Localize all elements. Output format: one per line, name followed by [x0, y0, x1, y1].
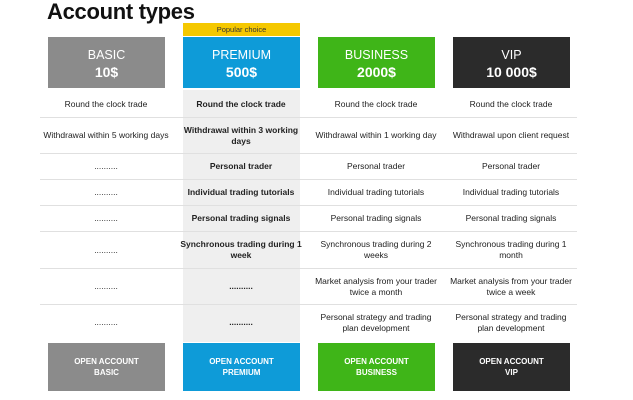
button-label: PREMIUM: [222, 368, 261, 377]
popular-choice-badge: Popular choice: [183, 23, 300, 36]
button-label: VIP: [505, 368, 518, 377]
feature-cell: ..........: [94, 161, 118, 171]
feature-cell: ..........: [94, 281, 118, 291]
plan-price: 2000$: [357, 64, 396, 80]
feature-cell: ..........: [94, 317, 118, 327]
feature-cell: Market analysis from your trader twice a…: [315, 275, 437, 297]
plan-header-vip: VIP 10 000$: [453, 37, 570, 88]
plan-header-business: BUSINESS 2000$: [318, 37, 435, 88]
open-account-business-button[interactable]: OPEN ACCOUNT BUSINESS: [318, 343, 435, 391]
plan-price: 10 000$: [486, 64, 537, 80]
row-divider: [40, 231, 577, 232]
plan-name: VIP: [501, 48, 522, 62]
open-account-vip-button[interactable]: OPEN ACCOUNT VIP: [453, 343, 570, 391]
plan-name: BASIC: [87, 48, 126, 62]
feature-cell: Withdrawal upon client request: [452, 130, 570, 140]
button-label: OPEN ACCOUNT: [74, 357, 139, 366]
plan-name: PREMIUM: [211, 48, 272, 62]
plan-header-premium: PREMIUM 500$: [183, 37, 300, 88]
open-account-basic-button[interactable]: OPEN ACCOUNT BASIC: [48, 343, 165, 391]
feature-cell: Personal trading signals: [465, 213, 557, 223]
feature-cell: Synchronous trading during 1 week: [180, 239, 302, 260]
row-divider: [40, 304, 577, 305]
row-divider: [40, 179, 577, 180]
feature-cell: Personal strategy and trading plan devel…: [320, 311, 432, 333]
feature-cell: Personal trader: [481, 161, 541, 171]
feature-cell: Synchronous trading during 2 weeks: [320, 239, 432, 260]
feature-cell: Withdrawal within 1 working day: [315, 130, 437, 140]
button-label: OPEN ACCOUNT: [479, 357, 544, 366]
plan-name: BUSINESS: [344, 48, 409, 62]
feature-cell: Market analysis from your trader twice a…: [450, 275, 572, 297]
feature-cell: Personal trading signals: [191, 213, 291, 223]
feature-cell: ..........: [94, 213, 118, 223]
feature-cell: Personal trader: [346, 161, 406, 171]
feature-cell: Withdrawal within 5 working days: [43, 130, 169, 140]
open-account-premium-button[interactable]: OPEN ACCOUNT PREMIUM: [183, 343, 300, 391]
feature-cell: Round the clock trade: [64, 98, 148, 109]
plan-header-basic: BASIC 10$: [48, 37, 165, 88]
feature-cell: Individual trading tutorials: [327, 187, 425, 197]
feature-cell: Withdrawal within 3 working days: [183, 124, 299, 146]
row-divider: [40, 205, 577, 206]
button-label: BUSINESS: [356, 368, 397, 377]
feature-cell: ..........: [229, 281, 253, 291]
button-label: OPEN ACCOUNT: [209, 357, 274, 366]
feature-cell: Round the clock trade: [469, 98, 553, 109]
feature-cell: Round the clock trade: [196, 98, 286, 109]
premium-column-background: [183, 90, 300, 342]
feature-cell: ..........: [94, 244, 118, 255]
button-label: OPEN ACCOUNT: [344, 357, 409, 366]
feature-cell: ..........: [229, 317, 253, 327]
feature-cell: Round the clock trade: [334, 98, 418, 109]
page-title: Account types: [47, 0, 195, 24]
row-divider: [40, 153, 577, 154]
feature-cell: ..........: [94, 187, 118, 197]
plan-price: 500$: [225, 64, 258, 80]
feature-cell: Personal strategy and trading plan devel…: [455, 311, 567, 333]
feature-cell: Individual trading tutorials: [462, 187, 560, 197]
plan-price: 10$: [94, 64, 119, 80]
button-label: BASIC: [94, 368, 119, 377]
row-divider: [40, 117, 577, 118]
row-divider: [40, 268, 577, 269]
feature-cell: Synchronous trading during 1 month: [455, 239, 567, 260]
feature-cell: Personal trader: [209, 161, 273, 171]
feature-cell: Individual trading tutorials: [187, 187, 295, 197]
feature-cell: Personal trading signals: [330, 213, 422, 223]
